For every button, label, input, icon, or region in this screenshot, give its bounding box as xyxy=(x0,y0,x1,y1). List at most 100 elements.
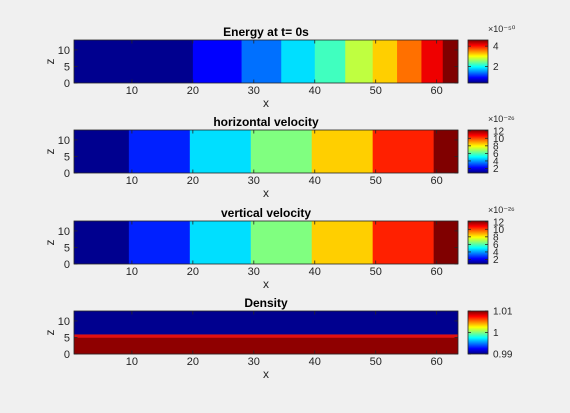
subplot-4: 10 20 30 40 50 60 0 5 10 Density x z 0.99 1 1.01 xyxy=(43,296,513,381)
x-axis-label: x xyxy=(263,96,269,110)
x-tick-label: 10 xyxy=(126,356,138,368)
x-axis-label: x xyxy=(263,367,269,381)
field-band xyxy=(128,221,191,264)
y-tick-label: 5 xyxy=(64,242,70,254)
y-tick-label: 0 xyxy=(64,259,70,271)
colorbar-tick-label: 1 xyxy=(493,328,499,339)
x-axis-label: x xyxy=(263,277,269,291)
colorbar-tick-label: 0.99 xyxy=(493,350,513,361)
x-tick-label: 10 xyxy=(126,85,138,97)
x-tick-label: 30 xyxy=(248,356,260,368)
colorbar-tick-label: 8 xyxy=(493,232,499,243)
colorbar-exponent: ×10⁻⁵⁰ xyxy=(488,24,516,34)
colorbar-tick-label: 8 xyxy=(493,141,499,152)
y-tick-label: 5 xyxy=(64,61,70,73)
x-tick-label: 60 xyxy=(431,356,443,368)
x-tick-label: 10 xyxy=(126,175,138,187)
x-axis-label: x xyxy=(263,186,269,200)
colorbar-tick-label: 10 xyxy=(493,134,505,145)
field-band xyxy=(74,334,458,338)
chart-title: Density xyxy=(244,296,288,310)
y-tick-label: 0 xyxy=(64,78,70,90)
y-tick-label: 10 xyxy=(58,45,70,57)
field-band xyxy=(397,40,422,83)
field-band xyxy=(74,311,458,335)
x-tick-label: 60 xyxy=(431,175,443,187)
x-tick-label: 60 xyxy=(431,85,443,97)
chart-title: vertical velocity xyxy=(221,206,311,220)
y-tick-label: 0 xyxy=(64,349,70,361)
x-tick-label: 20 xyxy=(187,175,199,187)
colorbar-tick-label: 1.01 xyxy=(493,307,513,318)
x-tick-label: 40 xyxy=(309,85,321,97)
field-band xyxy=(433,130,459,173)
colorbar xyxy=(467,129,489,174)
colorbar xyxy=(467,39,489,84)
axes-frame xyxy=(73,220,459,265)
field-band xyxy=(250,130,313,173)
x-tick-label: 60 xyxy=(431,266,443,278)
field-band xyxy=(192,40,242,83)
colorbar-tick-label: 6 xyxy=(493,149,499,160)
axes-frame xyxy=(73,129,459,174)
y-tick-label: 0 xyxy=(64,168,70,180)
y-tick-label: 10 xyxy=(58,316,70,328)
field-band xyxy=(372,40,398,83)
field-band xyxy=(314,40,346,83)
field-band xyxy=(241,40,282,83)
field-band xyxy=(311,130,373,173)
x-tick-label: 10 xyxy=(126,266,138,278)
x-tick-label: 50 xyxy=(370,356,382,368)
axes-frame xyxy=(73,39,459,84)
subplot-1: 10 20 30 40 50 60 0 5 10 Energy at t= 0s x z 2 4 ×10⁻⁵… xyxy=(43,24,516,110)
y-axis-label: z xyxy=(43,149,57,155)
colorbar-exponent: ×10⁻²⁶ xyxy=(488,205,515,215)
x-tick-label: 20 xyxy=(187,85,199,97)
axes-frame xyxy=(73,310,459,355)
field-band xyxy=(345,40,373,83)
y-axis-label: z xyxy=(43,240,57,246)
field-band xyxy=(74,221,130,264)
y-tick-label: 5 xyxy=(64,332,70,344)
field-band xyxy=(250,221,313,264)
field-band xyxy=(281,40,316,83)
x-tick-label: 50 xyxy=(370,175,382,187)
field-band xyxy=(128,130,191,173)
x-tick-label: 20 xyxy=(187,266,199,278)
colorbar-tick-label: 6 xyxy=(493,240,499,251)
x-tick-label: 40 xyxy=(309,356,321,368)
y-tick-label: 10 xyxy=(58,135,70,147)
colorbar-tick-label: 10 xyxy=(493,225,505,236)
field-band xyxy=(372,130,434,173)
colorbar-tick-label: 12 xyxy=(493,217,505,228)
x-tick-label: 50 xyxy=(370,85,382,97)
field-band xyxy=(421,40,444,83)
x-tick-label: 30 xyxy=(248,85,260,97)
colorbar-exponent: ×10⁻²⁶ xyxy=(488,114,515,124)
chart-title: Energy at t= 0s xyxy=(223,25,309,39)
y-axis-label: z xyxy=(43,59,57,65)
field-band xyxy=(74,337,458,355)
field-band xyxy=(372,221,434,264)
field-band xyxy=(74,40,194,83)
field-band xyxy=(311,221,373,264)
colorbar xyxy=(467,220,489,265)
colorbar-tick-label: 2 xyxy=(493,164,499,175)
x-tick-label: 30 xyxy=(248,266,260,278)
colorbar-tick-label: 2 xyxy=(493,62,499,73)
field-band xyxy=(442,40,459,83)
x-tick-label: 40 xyxy=(309,175,321,187)
y-tick-label: 10 xyxy=(58,226,70,238)
subplot-2: 10 20 30 40 50 60 0 5 10 horizontal velocity x z 246… xyxy=(43,114,515,200)
chart-title: horizontal velocity xyxy=(213,115,319,129)
x-tick-label: 30 xyxy=(248,175,260,187)
field-band xyxy=(433,221,459,264)
field-band xyxy=(74,130,130,173)
colorbar-tick-label: 12 xyxy=(493,126,505,137)
colorbar-tick-label: 4 xyxy=(493,42,499,53)
x-tick-label: 40 xyxy=(309,266,321,278)
field-band xyxy=(189,130,252,173)
colorbar-tick-label: 4 xyxy=(493,156,499,167)
